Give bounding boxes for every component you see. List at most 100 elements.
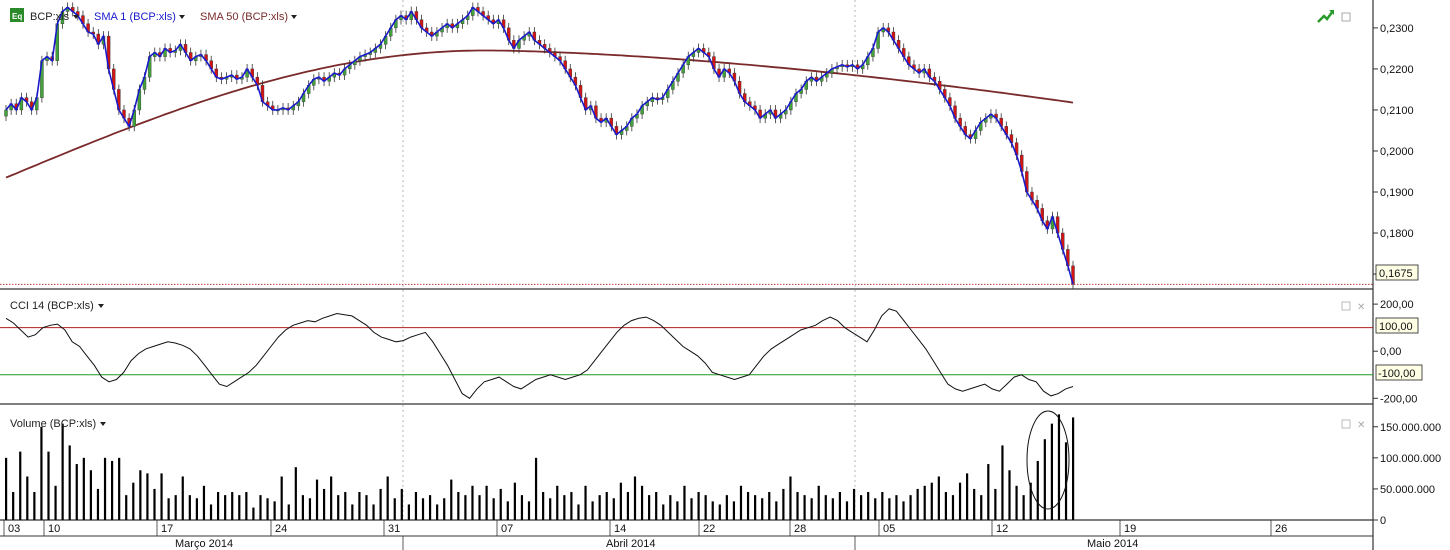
volume-bar bbox=[1057, 414, 1061, 520]
cci-ytick-label: -200,00 bbox=[1380, 393, 1417, 405]
volume-bar bbox=[436, 504, 439, 520]
volume-bar bbox=[704, 495, 707, 520]
price-ytick-label: 0,1900 bbox=[1380, 187, 1414, 199]
volume-bar bbox=[669, 495, 672, 520]
panel-restore-icon[interactable] bbox=[1341, 301, 1351, 311]
volume-bar bbox=[167, 498, 170, 520]
volume-ytick-label: 50.000.000 bbox=[1380, 484, 1435, 496]
volume-bar bbox=[697, 492, 700, 520]
volume-bar bbox=[266, 498, 269, 520]
volume-bar bbox=[153, 488, 156, 520]
volume-bar bbox=[817, 485, 820, 520]
volume-bar bbox=[96, 488, 100, 520]
volume-bar bbox=[400, 488, 403, 520]
volume-bar bbox=[598, 495, 601, 520]
volume-bar bbox=[132, 482, 135, 520]
volume-bar bbox=[838, 492, 842, 520]
volume-bar bbox=[33, 492, 36, 520]
volume-bar bbox=[315, 479, 319, 520]
volume-bar bbox=[549, 498, 552, 520]
volume-bar bbox=[414, 492, 418, 520]
volume-bar bbox=[534, 457, 538, 520]
volume-bar bbox=[61, 423, 64, 520]
volume-bar bbox=[68, 445, 71, 520]
volume-bar bbox=[867, 492, 870, 520]
volume-bar bbox=[174, 495, 177, 520]
cci-legend-label[interactable]: CCI 14 (BCP:xls) bbox=[10, 300, 94, 312]
volume-bar bbox=[683, 485, 686, 520]
volume-bar bbox=[527, 501, 531, 520]
volume-bar bbox=[761, 498, 764, 520]
volume-bar bbox=[973, 488, 976, 520]
cci-ytick-label: 200,00 bbox=[1380, 299, 1414, 311]
volume-bar bbox=[895, 495, 898, 520]
volume-bar bbox=[259, 495, 262, 520]
panel-restore-icon[interactable] bbox=[1341, 12, 1351, 22]
price-ytick-label: 0,2300 bbox=[1380, 23, 1414, 35]
xaxis-month-label: Março 2014 bbox=[175, 538, 233, 550]
volume-bar bbox=[47, 451, 50, 520]
volume-bar bbox=[471, 485, 474, 520]
volume-bar bbox=[563, 495, 566, 520]
volume-bar bbox=[980, 495, 983, 520]
volume-bar bbox=[110, 460, 114, 520]
volume-bar bbox=[188, 495, 191, 520]
panel-close-icon[interactable]: ✕ bbox=[1357, 420, 1365, 431]
volume-bar bbox=[231, 492, 234, 520]
volume-bar bbox=[139, 470, 142, 520]
price-ytick-label: 0,2100 bbox=[1380, 105, 1414, 117]
volume-bar bbox=[351, 504, 354, 520]
dropdown-arrow-icon[interactable] bbox=[100, 422, 106, 426]
volume-bar bbox=[648, 495, 651, 520]
volume-bar bbox=[209, 504, 213, 520]
volume-bar bbox=[874, 498, 877, 520]
cci-ytick-label: 0,00 bbox=[1380, 346, 1401, 358]
price-symbol-label[interactable]: BCP:xls bbox=[30, 11, 70, 23]
volume-bar bbox=[994, 488, 997, 520]
trend-icon[interactable] bbox=[1317, 10, 1334, 23]
volume-bar bbox=[584, 485, 587, 520]
volume-bar bbox=[1072, 417, 1075, 520]
sma1-line bbox=[5, 6, 1074, 285]
volume-bar bbox=[450, 479, 453, 520]
volume-bar bbox=[690, 498, 693, 520]
xaxis-day-label: 28 bbox=[794, 523, 806, 535]
volume-bar bbox=[358, 492, 361, 520]
volume-bar bbox=[718, 504, 721, 520]
panel-restore-icon[interactable] bbox=[1341, 419, 1351, 429]
volume-bar bbox=[393, 498, 396, 520]
sma50-legend-label[interactable]: SMA 50 (BCP:xls) bbox=[200, 11, 288, 23]
dropdown-arrow-icon[interactable] bbox=[98, 304, 104, 308]
volume-bar bbox=[492, 498, 495, 520]
volume-bar bbox=[860, 495, 863, 520]
sma1-legend-label[interactable]: SMA 1 (BCP:xls) bbox=[94, 11, 176, 23]
volume-bar bbox=[245, 492, 248, 520]
volume-ytick-label: 150.000.000 bbox=[1380, 422, 1441, 434]
cci-lower-badge: -100,00 bbox=[1375, 364, 1423, 381]
dropdown-arrow-icon[interactable] bbox=[73, 15, 79, 19]
volume-bar bbox=[591, 501, 594, 520]
panel-close-icon[interactable]: ✕ bbox=[1357, 302, 1365, 313]
volume-bar bbox=[372, 504, 375, 520]
volume-bar bbox=[252, 507, 255, 520]
volume-bar bbox=[1001, 445, 1004, 520]
sma50-line bbox=[5, 49, 1074, 179]
volume-bar bbox=[768, 492, 771, 520]
volume-bar bbox=[888, 498, 891, 520]
volume-bar bbox=[852, 488, 856, 520]
x-axis: 03 10 17 24 31 07 14 22 28 05 12 19 26 Março 2014 Abri… bbox=[3, 520, 1287, 550]
volume-bar bbox=[1008, 470, 1011, 520]
dropdown-arrow-icon[interactable] bbox=[291, 15, 297, 19]
xaxis-day-label: 05 bbox=[883, 523, 895, 535]
volume-bar bbox=[485, 485, 488, 520]
volume-bar bbox=[238, 495, 241, 520]
volume-bar bbox=[796, 492, 799, 520]
volume-bar bbox=[944, 492, 948, 520]
dropdown-arrow-icon[interactable] bbox=[179, 15, 185, 19]
volume-legend-label[interactable]: Volume (BCP:xls) bbox=[10, 418, 96, 430]
xaxis-day-label: 24 bbox=[275, 523, 287, 535]
volume-bar bbox=[937, 476, 940, 520]
cci-lower-value: -100,00 bbox=[1378, 368, 1415, 380]
xaxis-day-label: 07 bbox=[501, 523, 513, 535]
